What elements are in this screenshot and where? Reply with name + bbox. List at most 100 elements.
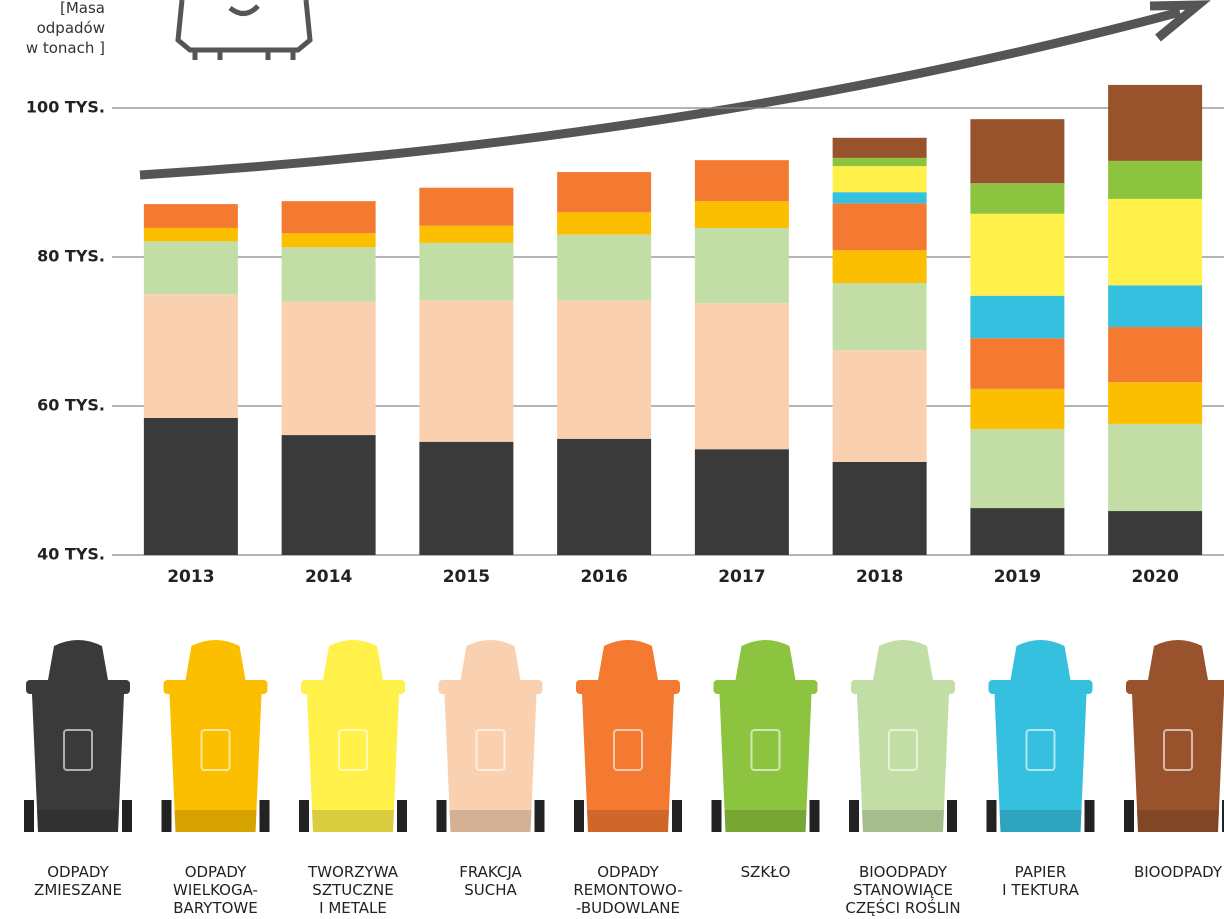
- bin-lid: [1148, 640, 1208, 680]
- legend-label: BIOODPADY: [1134, 863, 1223, 881]
- legend-bin: [1124, 640, 1224, 832]
- bar-segment: [1108, 161, 1202, 199]
- bar-segment: [1108, 382, 1202, 424]
- x-tick-label: 2016: [580, 567, 627, 587]
- bin-shade: [862, 810, 944, 832]
- bar-segment: [833, 203, 927, 250]
- bar-segment: [970, 214, 1064, 296]
- bin-lid: [873, 640, 933, 680]
- bin-rim: [164, 680, 268, 694]
- x-tick-label: 2019: [994, 567, 1041, 587]
- bar-segment: [833, 250, 927, 283]
- bin-rim: [26, 680, 130, 694]
- bar-segment: [282, 233, 376, 247]
- bin-wheel: [397, 800, 407, 832]
- y-tick-label: 40 TYS.: [37, 545, 105, 564]
- bar-segment: [282, 435, 376, 555]
- bin-wheel: [987, 800, 997, 832]
- legend-label: ODPADYZMIESZANE: [34, 863, 122, 899]
- bin-rim: [851, 680, 955, 694]
- bin-wheel: [947, 800, 957, 832]
- header-icon: [178, 0, 310, 60]
- bar-segment: [695, 228, 789, 303]
- bin-wheel: [24, 800, 34, 832]
- x-tick-label: 2017: [718, 567, 765, 587]
- legend-bin: [162, 640, 270, 832]
- bin-wheel: [810, 800, 820, 832]
- bar-segment: [695, 201, 789, 228]
- bar-segment: [1108, 285, 1202, 327]
- bar-segment: [1108, 511, 1202, 555]
- x-tick-label: 2020: [1131, 567, 1178, 587]
- bar-segment: [419, 442, 513, 555]
- legend-bin: [437, 640, 545, 832]
- bar-segment: [970, 296, 1064, 338]
- bar-segment: [144, 418, 238, 555]
- bar-segment: [419, 188, 513, 226]
- bin-shade: [450, 810, 532, 832]
- legend-bin: [849, 640, 957, 832]
- bar-segment: [970, 429, 1064, 508]
- bar-segment: [970, 119, 1064, 183]
- bar-segment: [144, 204, 238, 228]
- bin-rim: [576, 680, 680, 694]
- legend-bin: [299, 640, 407, 832]
- bin-shade: [587, 810, 669, 832]
- bin-lid: [1011, 640, 1071, 680]
- bar-segment: [970, 338, 1064, 389]
- bin-wheel: [712, 800, 722, 832]
- bar-segment: [833, 138, 927, 158]
- bin-rim: [301, 680, 405, 694]
- bar-segment: [419, 300, 513, 442]
- y-tick-label: 60 TYS.: [37, 396, 105, 415]
- y-tick-label: 80 TYS.: [37, 247, 105, 266]
- bar-segment: [970, 389, 1064, 429]
- bin-wheel: [437, 800, 447, 832]
- bin-shade: [725, 810, 807, 832]
- y-tick-label: 100 TYS.: [26, 98, 105, 117]
- bar-segment: [833, 192, 927, 203]
- bin-lid: [461, 640, 521, 680]
- bin-lid: [48, 640, 108, 680]
- bin-wheel: [849, 800, 859, 832]
- bar-segment: [1108, 424, 1202, 511]
- bar-segment: [833, 462, 927, 555]
- x-tick-label: 2018: [856, 567, 903, 587]
- bar-segment: [695, 160, 789, 201]
- bar-segment: [1108, 327, 1202, 382]
- bin-lid: [736, 640, 796, 680]
- legend-label: BIOODPADYSTANOWIĄCECZĘŚCI ROŚLIN: [845, 863, 960, 917]
- x-tick-label: 2015: [443, 567, 490, 587]
- bar-segment: [970, 183, 1064, 214]
- bin-rim: [439, 680, 543, 694]
- bar-segment: [557, 300, 651, 439]
- bar-segment: [144, 228, 238, 241]
- bin-wheel: [122, 800, 132, 832]
- bin-shade: [37, 810, 119, 832]
- bin-shade: [312, 810, 394, 832]
- bin-wheel: [299, 800, 309, 832]
- legend-label: FRAKCJASUCHA: [459, 863, 522, 899]
- chart: [Masaodpadóww tonach ] 40 TYS. 60 TYS. 80 …: [0, 0, 1224, 919]
- bar-segment: [557, 439, 651, 555]
- bin-wheel: [672, 800, 682, 832]
- bar-segment: [144, 294, 238, 418]
- x-tick-label: 2014: [305, 567, 352, 587]
- bin-rim: [989, 680, 1093, 694]
- bar-segment: [833, 158, 927, 166]
- legend-bin: [24, 640, 132, 832]
- bar-segment: [833, 283, 927, 350]
- bar-segment: [419, 226, 513, 243]
- bin-lid: [323, 640, 383, 680]
- legend-bin: [712, 640, 820, 832]
- bar-segment: [282, 302, 376, 435]
- bar-segment: [970, 508, 1064, 555]
- bin-lid: [598, 640, 658, 680]
- bin-wheel: [260, 800, 270, 832]
- bin-rim: [714, 680, 818, 694]
- bar-segment: [833, 166, 927, 192]
- bar-segment: [282, 247, 376, 301]
